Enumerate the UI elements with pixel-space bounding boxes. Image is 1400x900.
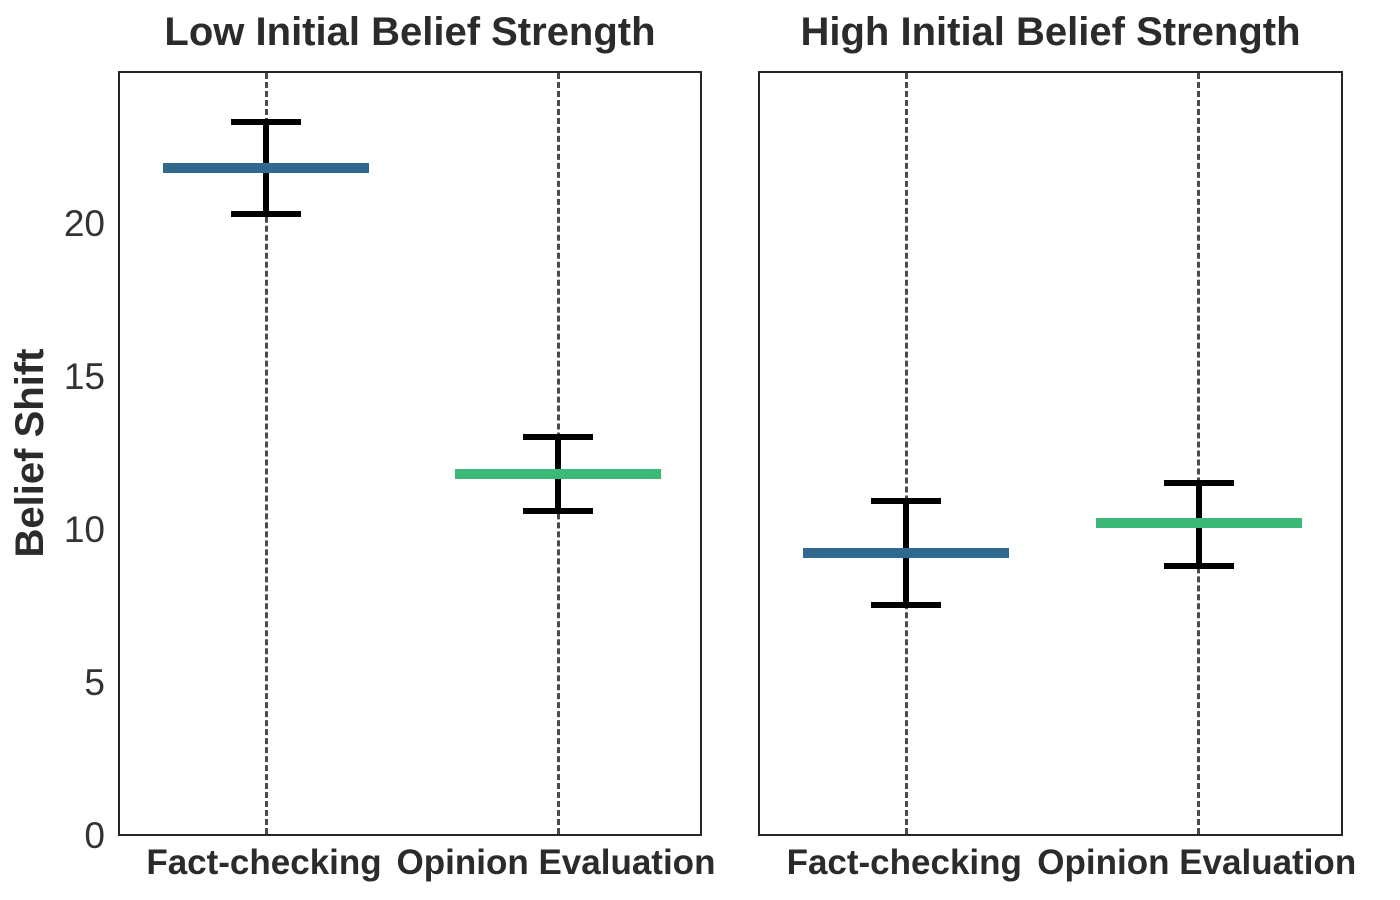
error-cap-top [231,118,301,125]
y-tick-label: 10 [63,509,105,550]
error-cap-top [871,498,942,505]
error-cap-top [1163,480,1234,487]
x-tick-label: Fact-checking [146,843,382,882]
error-cap-bottom [871,602,942,609]
dashed-gridline [264,73,268,834]
y-tick-label: 5 [84,662,105,703]
mean-bar-opinion-evaluation [455,468,661,479]
y-tick-label: 0 [84,815,105,856]
dashed-gridline [1197,73,1201,834]
y-axis-label: Belief Shift [8,348,52,558]
panel-low-initial-belief [118,71,702,836]
panel-high-initial-belief [758,71,1343,836]
mean-bar-fact-checking [803,548,1010,559]
error-cap-bottom [231,210,301,217]
x-tick-label: Opinion Evaluation [396,843,716,882]
error-cap-bottom [523,507,593,514]
panel-title-high: High Initial Belief Strength [800,10,1301,54]
x-tick-label: Fact-checking [786,843,1022,882]
mean-bar-opinion-evaluation [1095,517,1302,528]
dashed-gridline [904,73,908,834]
y-tick-label: 20 [63,203,105,244]
y-tick-label: 15 [63,356,105,397]
error-cap-bottom [1163,562,1234,569]
panel-title-low: Low Initial Belief Strength [164,10,656,54]
mean-bar-fact-checking [163,162,369,173]
x-tick-label: Opinion Evaluation [1037,843,1357,882]
error-cap-top [523,434,593,441]
